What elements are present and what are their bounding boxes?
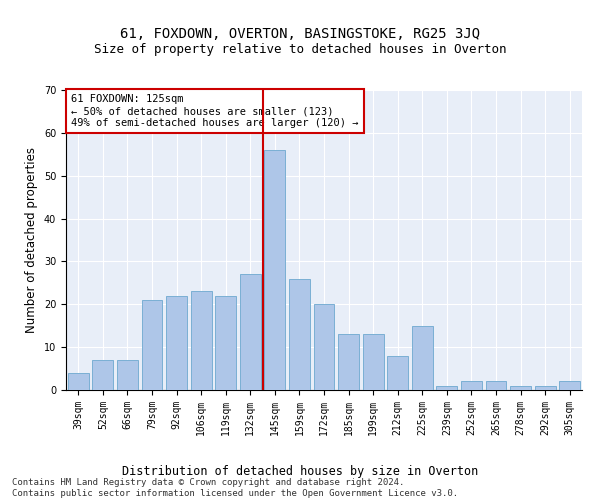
Bar xyxy=(362,334,383,390)
Text: 61, FOXDOWN, OVERTON, BASINGSTOKE, RG25 3JQ: 61, FOXDOWN, OVERTON, BASINGSTOKE, RG25 … xyxy=(120,28,480,42)
Bar xyxy=(92,360,113,390)
Bar xyxy=(265,150,286,390)
Bar xyxy=(166,296,187,390)
Bar xyxy=(535,386,556,390)
Bar xyxy=(117,360,138,390)
Bar xyxy=(559,382,580,390)
Bar xyxy=(142,300,163,390)
Bar xyxy=(338,334,359,390)
Y-axis label: Number of detached properties: Number of detached properties xyxy=(25,147,38,333)
Bar xyxy=(461,382,482,390)
Bar xyxy=(387,356,408,390)
Bar xyxy=(191,292,212,390)
Bar xyxy=(215,296,236,390)
Bar xyxy=(240,274,261,390)
Bar xyxy=(314,304,334,390)
Bar xyxy=(412,326,433,390)
Text: Distribution of detached houses by size in Overton: Distribution of detached houses by size … xyxy=(122,464,478,477)
Bar xyxy=(68,373,89,390)
Text: Size of property relative to detached houses in Overton: Size of property relative to detached ho… xyxy=(94,42,506,56)
Bar xyxy=(289,278,310,390)
Bar xyxy=(436,386,457,390)
Text: 61 FOXDOWN: 125sqm
← 50% of detached houses are smaller (123)
49% of semi-detach: 61 FOXDOWN: 125sqm ← 50% of detached hou… xyxy=(71,94,359,128)
Text: Contains HM Land Registry data © Crown copyright and database right 2024.
Contai: Contains HM Land Registry data © Crown c… xyxy=(12,478,458,498)
Bar xyxy=(510,386,531,390)
Bar xyxy=(485,382,506,390)
